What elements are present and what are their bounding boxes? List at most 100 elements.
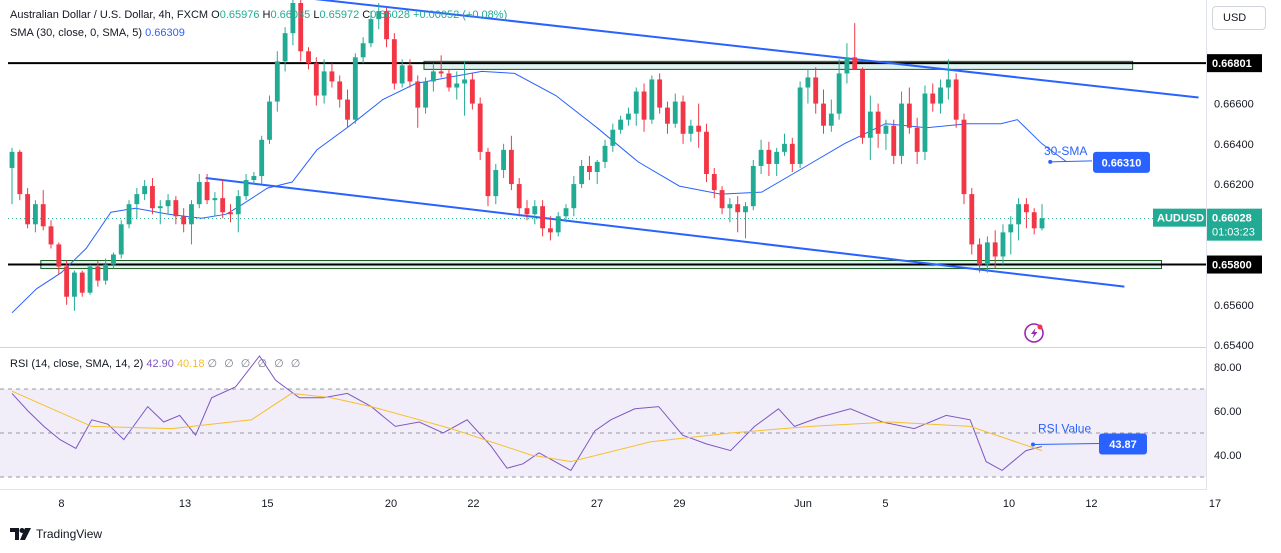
- symbol-tag: [1153, 208, 1206, 227]
- trendline[interactable]: [205, 177, 1125, 288]
- candle-body: [594, 161, 600, 172]
- candle-body: [992, 242, 998, 257]
- candle-body: [103, 264, 109, 281]
- candle-body: [914, 127, 920, 152]
- candle-body: [282, 33, 288, 62]
- candle-body: [220, 198, 226, 213]
- candle-body: [126, 204, 132, 225]
- candle-body: [352, 57, 358, 120]
- candle-body: [1039, 218, 1045, 229]
- alert-icon[interactable]: [1024, 323, 1044, 343]
- legend-low-value: 0.65972: [319, 9, 360, 21]
- rsi-legend[interactable]: RSI (14, close, SMA, 14, 2) 42.90 40.18 …: [10, 357, 302, 370]
- candle-body: [758, 149, 764, 166]
- time-tick-label: 17: [1209, 498, 1221, 510]
- time-tick-label: 22: [467, 498, 479, 510]
- price-tick-label: 0.65600: [1214, 300, 1254, 312]
- rsi-tick-label: 80.00: [1214, 362, 1242, 374]
- candle-body: [189, 204, 194, 225]
- candle-body: [571, 184, 577, 209]
- candle-body: [930, 93, 936, 104]
- currency-button[interactable]: USD: [1212, 6, 1266, 30]
- candle-body: [579, 165, 585, 185]
- candle-body: [860, 69, 865, 138]
- candle-body: [32, 204, 38, 225]
- candle-body: [750, 165, 756, 207]
- tradingview-logo-text: TradingView: [36, 527, 103, 541]
- candle-body: [719, 190, 725, 209]
- candle-body: [828, 113, 834, 126]
- legend-high-label: H: [262, 9, 271, 21]
- candle-body: [633, 91, 639, 114]
- time-tick-label: 27: [591, 498, 603, 510]
- sma-legend-value: 0.66309: [145, 27, 185, 39]
- candle-body: [774, 151, 780, 164]
- candle-body: [376, 11, 382, 20]
- candle-body: [48, 226, 54, 245]
- rsi-line[interactable]: [11, 355, 1043, 472]
- candle-body: [508, 149, 514, 185]
- rsi-tick-label: 60.00: [1214, 406, 1242, 418]
- candle-body: [1023, 204, 1029, 213]
- legend-title: Australian Dollar / U.S. Dollar, 4h, FXC…: [10, 9, 209, 21]
- candle-body: [17, 151, 23, 195]
- rsi-annotation-box: [1099, 433, 1147, 455]
- candle-body: [555, 216, 561, 233]
- candle-body: [79, 272, 85, 293]
- time-tick-label: 13: [179, 498, 191, 510]
- candle-body: [821, 103, 826, 126]
- candle-body: [95, 266, 101, 281]
- rsi-legend-value: 42.90: [146, 358, 174, 370]
- candle-body: [665, 107, 670, 124]
- candle-body: [111, 254, 116, 265]
- candle-body: [157, 206, 163, 209]
- level-price-tag: [1207, 54, 1262, 73]
- candle-body: [477, 103, 483, 152]
- legend-open-value: 0.65976: [219, 9, 260, 21]
- candle-body: [64, 266, 70, 297]
- legend-close-label: C: [362, 9, 371, 21]
- legend-low-label: L: [313, 9, 320, 21]
- candle-body: [626, 113, 631, 120]
- candle-body: [274, 61, 280, 102]
- rsi-annotation-connector: [1032, 442, 1101, 445]
- candle-body: [360, 43, 366, 58]
- candle-body: [540, 206, 546, 229]
- candle-body: [891, 125, 897, 156]
- candle-body: [1000, 232, 1006, 257]
- time-tick-label: 10: [1003, 498, 1015, 510]
- candle-body: [9, 151, 15, 168]
- tradingview-logo[interactable]: TradingView: [10, 527, 102, 541]
- candle-body: [345, 99, 350, 120]
- candle-body: [906, 103, 912, 128]
- candle-body: [306, 51, 311, 64]
- sma-legend[interactable]: SMA (30, close, 0, SMA, 5) 0.66309: [10, 27, 185, 39]
- candle-body: [766, 149, 772, 164]
- candle-body: [961, 119, 967, 195]
- legend-high-value: 0.66085: [270, 9, 311, 21]
- time-tick-label: 20: [385, 498, 397, 510]
- symbol-legend[interactable]: Australian Dollar / U.S. Dollar, 4h, FXC…: [10, 9, 507, 21]
- candle-body: [423, 81, 428, 108]
- candle-body: [1016, 204, 1022, 225]
- candle-body: [977, 244, 982, 265]
- sma-annotation-value: 0.66310: [1102, 157, 1142, 169]
- time-tick-label: Jun: [794, 498, 812, 510]
- trendline[interactable]: [296, 0, 1199, 99]
- candle-body: [899, 103, 904, 156]
- candle-layer: [9, 0, 1045, 311]
- level-price-tag-text: 0.66801: [1212, 58, 1252, 70]
- candle-body: [415, 81, 421, 108]
- price-tick-label: 0.66200: [1214, 179, 1254, 191]
- rsi-annotation-label: RSI Value: [1038, 421, 1091, 435]
- candle-body: [150, 186, 155, 209]
- candle-body: [454, 83, 460, 88]
- rsi-ma-line[interactable]: [11, 390, 1043, 463]
- candle-body: [469, 79, 475, 104]
- candle-body: [610, 129, 616, 146]
- candle-body: [922, 93, 928, 152]
- trend-layer: [205, 0, 1199, 288]
- candle-body: [524, 208, 530, 215]
- candle-body: [789, 143, 795, 164]
